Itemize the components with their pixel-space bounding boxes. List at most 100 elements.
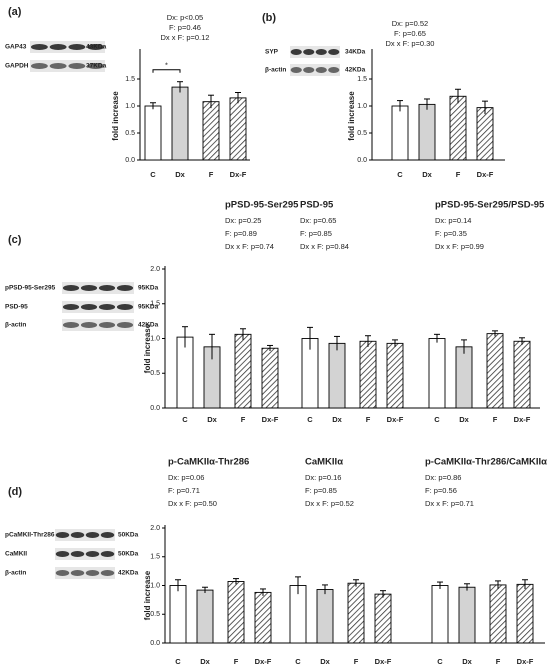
x-tick-label: Dx xyxy=(320,657,330,666)
bar xyxy=(196,589,214,644)
blot-size: 50KDa xyxy=(118,551,139,558)
x-tick-label: Dx xyxy=(207,415,217,424)
x-tick-label: Dx-F xyxy=(477,170,494,179)
blot-band xyxy=(68,63,86,69)
y-tick-label: 0.0 xyxy=(150,405,160,412)
blot-strip xyxy=(30,41,105,53)
blot-band xyxy=(68,44,86,50)
blot-band xyxy=(100,551,115,557)
bar xyxy=(455,346,473,409)
blot-strip xyxy=(30,60,105,72)
y-tick-label: 0.5 xyxy=(125,130,135,137)
blot-strip xyxy=(62,301,134,313)
bar xyxy=(391,105,409,161)
group-title: p-CaMKIIα-Thr286/CaMKIIα xyxy=(425,457,547,468)
bar xyxy=(176,336,194,409)
blot-band xyxy=(85,532,100,538)
group-title: pPSD-95-Ser295/PSD-95 xyxy=(435,200,545,211)
blot-band xyxy=(315,49,327,55)
panel-label: (c) xyxy=(8,234,22,246)
stat-line: F: p=0.46 xyxy=(169,23,201,32)
blot-band xyxy=(49,44,67,50)
blot-band xyxy=(55,570,70,576)
y-tick-label: 0.0 xyxy=(125,157,135,164)
blot-strip xyxy=(55,529,115,541)
blot-size: 37KDa xyxy=(86,63,107,70)
panel-label: (a) xyxy=(8,6,22,18)
blot-strip xyxy=(290,46,340,58)
y-tick-label: 0.0 xyxy=(357,157,367,164)
group-title: CaMKIIα xyxy=(305,457,343,468)
blot-band xyxy=(290,67,302,73)
y-tick-label: 0.5 xyxy=(150,611,160,618)
y-tick-label: 2.0 xyxy=(150,266,160,273)
x-tick-label: C xyxy=(150,170,156,179)
stat-line: Dx x F: p=0.71 xyxy=(425,499,474,508)
y-axis-label: fold increase xyxy=(143,570,152,620)
blot-strip xyxy=(55,548,115,560)
blot-protein: β-actin xyxy=(5,570,26,577)
blot-band xyxy=(100,570,115,576)
bar xyxy=(316,589,334,644)
y-tick-label: 0.5 xyxy=(357,130,367,137)
bar xyxy=(202,101,220,161)
blot-size: 42KDa xyxy=(345,67,366,74)
y-tick-label: 1.0 xyxy=(357,103,367,110)
blot-size: 34KDa xyxy=(345,49,366,56)
stat-line: Dx: p=0.25 xyxy=(225,216,261,225)
blot-band xyxy=(85,570,100,576)
blot-band xyxy=(30,63,48,69)
x-tick-label: Dx-F xyxy=(255,657,272,666)
blot-band xyxy=(98,304,116,310)
bar xyxy=(144,105,162,161)
x-tick-label: F xyxy=(241,415,246,424)
stat-line: F: p=0.71 xyxy=(168,486,200,495)
x-tick-label: F xyxy=(209,170,214,179)
x-tick-label: F xyxy=(366,415,371,424)
blot-band xyxy=(116,285,134,291)
x-tick-label: C xyxy=(434,415,440,424)
y-tick-label: 0.0 xyxy=(150,640,160,647)
blot-band xyxy=(62,304,80,310)
stat-line: Dx x F: p=0.30 xyxy=(386,39,435,48)
blot-size: 50KDa xyxy=(118,532,139,539)
stat-line: Dx x F: p=0.99 xyxy=(435,242,484,251)
y-tick-label: 1.0 xyxy=(150,582,160,589)
significance-mark: * xyxy=(165,61,168,70)
bar xyxy=(428,338,446,409)
blot-strip xyxy=(62,282,134,294)
bar xyxy=(347,582,365,644)
y-tick-label: 2.0 xyxy=(150,525,160,532)
stat-line: Dx: p=0.86 xyxy=(425,473,461,482)
blot-size: 95KDa xyxy=(138,285,159,292)
bar xyxy=(431,585,449,644)
y-axis-label: fold increase xyxy=(111,91,120,141)
bar xyxy=(229,97,247,161)
blot-protein: PSD-95 xyxy=(5,304,28,311)
blot-band xyxy=(62,322,80,328)
stat-line: F: p=0.85 xyxy=(305,486,337,495)
x-tick-label: Dx-F xyxy=(375,657,392,666)
blot-band xyxy=(290,49,302,55)
blot-band xyxy=(80,322,98,328)
y-tick-label: 1.5 xyxy=(125,76,135,83)
blot-band xyxy=(80,285,98,291)
blot-band xyxy=(62,285,80,291)
blot-band xyxy=(98,285,116,291)
y-tick-label: 1.0 xyxy=(125,103,135,110)
blot-size: 95KDa xyxy=(138,304,159,311)
x-tick-label: C xyxy=(175,657,181,666)
blot-band xyxy=(85,551,100,557)
stat-line: F: p=0.56 xyxy=(425,486,457,495)
blot-band xyxy=(303,49,315,55)
stat-line: Dx x F: p=0.52 xyxy=(305,499,354,508)
bar xyxy=(234,333,252,409)
blot-protein: β-actin xyxy=(5,322,26,329)
blot-band xyxy=(55,551,70,557)
x-tick-label: Dx xyxy=(422,170,432,179)
blot-band xyxy=(80,304,98,310)
blot-band xyxy=(70,570,85,576)
x-tick-label: Dx-F xyxy=(517,657,534,666)
blot-band xyxy=(87,63,105,69)
